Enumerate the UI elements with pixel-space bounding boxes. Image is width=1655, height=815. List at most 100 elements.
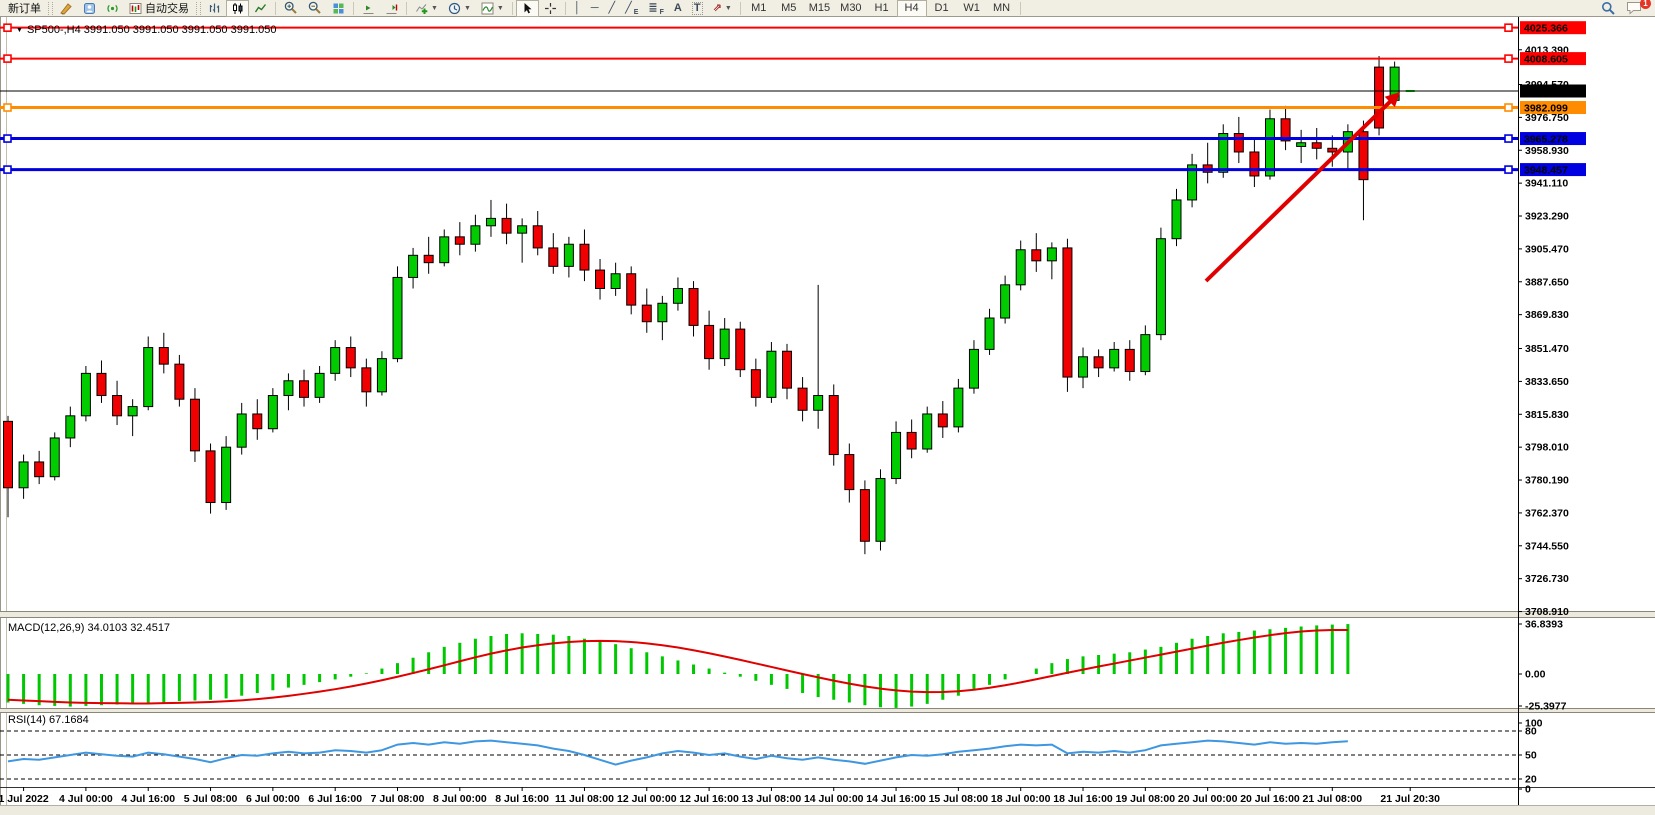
tile-windows-button[interactable] [327,0,350,17]
trend-arrow-head [1384,92,1400,108]
bar-chart-icon [209,3,220,12]
timeframe-h4-button[interactable]: H4 [896,0,927,17]
new-order-label: 新订单 [8,3,41,15]
zoom-out-button[interactable] [303,0,327,17]
line-handle[interactable] [3,103,12,112]
line-handle[interactable] [1504,165,1513,174]
time-axis-label: 15 Jul 08:00 [929,793,989,805]
time-axis-label: 1 Jul 2022 [0,793,49,805]
pane-splitter[interactable] [0,611,1655,617]
price-badge-label: 3965.278 [1524,134,1568,146]
price-tick-label: 3941.110 [1525,178,1568,190]
chart-shift-icon [386,4,398,14]
timeframe-h1-button[interactable]: H1 [874,2,889,14]
time-axis-label: 13 Jul 08:00 [742,793,802,805]
dropdown-caret-icon: ▼ [431,4,438,12]
new-order-button[interactable]: 新订单 [3,0,46,17]
chart-shift-button[interactable] [380,0,403,17]
timeframe-m1-button[interactable]: M1 [751,2,767,14]
horizontal-line-tool-button[interactable]: ─ [586,0,604,17]
line-handle[interactable] [3,165,12,174]
line-handle[interactable] [3,23,12,32]
zoom-in-button[interactable] [279,0,303,17]
periods-button[interactable]: ▼ [443,0,476,17]
label-tool-button[interactable]: T [687,0,708,17]
profile-icon [84,2,95,14]
timeframe-m15-button[interactable]: M15 [808,2,831,14]
toolbar-separator [1019,1,1021,15]
search-button[interactable] [1596,0,1621,17]
market-watch-button[interactable] [55,0,78,17]
time-axis-label: 20 Jul 00:00 [1178,793,1238,805]
autotrading-button[interactable]: 自动交易 [124,0,194,17]
trendline-tool-button[interactable]: ╱ [603,0,620,17]
cursor-tool-button[interactable] [515,0,539,17]
timeframe-m30-button[interactable]: M30 [840,2,862,14]
time-axis-label: 18 Jul 00:00 [991,793,1051,805]
bar-chart-button[interactable] [203,0,226,17]
rsi-line [7,739,1348,766]
time-axis-label: 14 Jul 16:00 [866,793,926,805]
line-handle[interactable] [1504,103,1513,112]
channel-tool-button[interactable]: ╱ E [620,0,643,17]
toolbar-grip[interactable] [48,1,53,15]
price-tick-label: 3780.190 [1525,475,1569,487]
line-handle[interactable] [1504,134,1513,143]
chat-button[interactable]: 1 [1621,0,1651,17]
profile-button[interactable] [78,0,101,17]
price-tick-label: 3708.910 [1525,606,1569,618]
time-axis-label: 12 Jul 16:00 [679,793,739,805]
timeframe-m5-button[interactable]: M5 [781,2,797,14]
candlestick-icon [233,2,243,14]
time-axis-label: 11 Jul 08:00 [555,793,614,805]
price-tick-label: 3815.830 [1525,409,1569,421]
price-tick-label: 3976.750 [1525,112,1569,124]
candlestick-chart-button[interactable] [226,0,249,17]
chart-title-text: SP500-,H4 3991.050 3991.050 3991.050 399… [26,24,277,36]
timeframe-w1-button[interactable]: W1 [963,2,980,14]
time-axis-label: 7 Jul 08:00 [371,793,425,805]
autotrading-chart-icon [129,2,142,14]
line-handle[interactable] [1504,54,1513,63]
trend-arrow[interactable] [1204,96,1395,283]
time-axis-label: 8 Jul 00:00 [433,793,487,805]
line-chart-button[interactable] [249,0,272,17]
dropdown-caret-icon: ▼ [496,4,504,12]
templates-button[interactable]: ▼ [476,0,509,17]
pane-splitter[interactable] [0,708,1655,712]
rsi-axis-label: 0 [1525,784,1531,796]
timeframe-mn-button[interactable]: MN [993,2,1011,14]
crosshair-tool-button[interactable] [539,0,562,17]
line-handle[interactable] [3,54,12,63]
zoom-out-icon [308,1,321,14]
arrows-tool-icon: ⇗ [712,1,722,14]
auto-scroll-button[interactable] [357,0,380,17]
price-tick-label: 3887.650 [1525,276,1569,288]
rsi-axis-label: 50 [1525,750,1537,762]
arrows-tool-button[interactable]: ⇗ ▼ [708,0,737,17]
text-tool-button[interactable]: A [669,0,687,17]
line-handle[interactable] [3,134,12,143]
price-badge-label: 3948.457 [1524,165,1568,177]
line-handle[interactable] [1504,23,1513,32]
price-tick-label: 3905.470 [1525,243,1569,255]
price-tick-label: 3869.830 [1525,309,1569,321]
price-tick-label: 3923.290 [1525,211,1569,223]
time-axis-label: 4 Jul 16:00 [121,793,175,805]
indicators-button[interactable]: ▼ [410,0,443,17]
zoom-in-icon [284,1,297,14]
vertical-line-icon: │ [573,1,581,14]
clock-icon [448,2,461,14]
signals-button[interactable] [101,0,124,17]
toolbar-separator [564,1,566,15]
toolbar-grip[interactable] [196,1,201,15]
price-tick-label: 3744.550 [1525,540,1569,552]
time-axis-label: 5 Jul 08:00 [184,793,238,805]
timeframe-d1-button[interactable]: D1 [934,2,949,14]
label-tool-icon: T [691,1,703,15]
search-icon [1602,1,1615,15]
vertical-line-tool-button[interactable]: │ [569,0,586,17]
fibonacci-tool-button[interactable]: ≣ F [643,0,669,17]
fibonacci-icon: ≣ [648,1,658,14]
